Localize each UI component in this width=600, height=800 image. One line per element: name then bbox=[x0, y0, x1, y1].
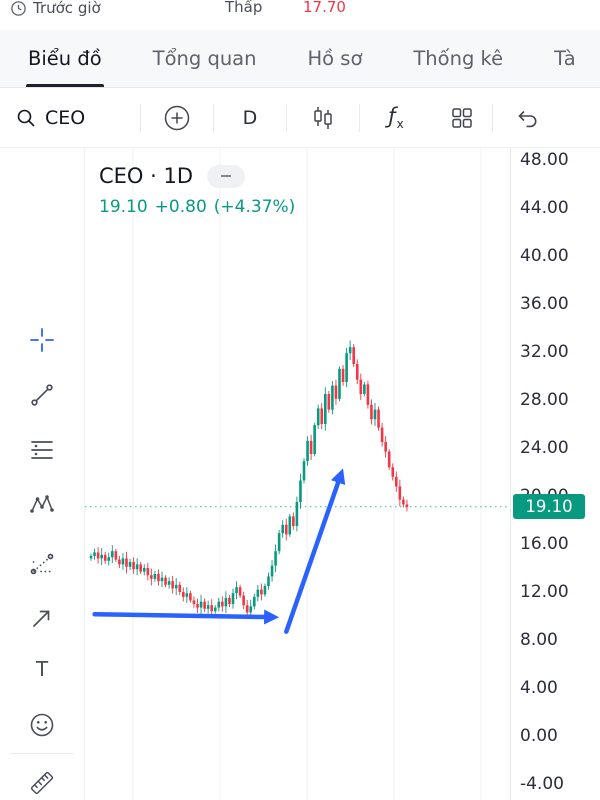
layout-button[interactable] bbox=[432, 88, 492, 147]
chart-toolbar: CEO D ƒx bbox=[0, 88, 600, 148]
legend-last-price: 19.10 bbox=[99, 197, 148, 217]
symbol-label: CEO bbox=[45, 106, 86, 129]
trend-line-tool-button[interactable] bbox=[27, 380, 57, 410]
price-tick: 24.00 bbox=[520, 438, 569, 458]
chart-plot-area: CEO · 1D 19.10 +0.80 (+4.37%) bbox=[85, 148, 510, 800]
legend-change: +0.80 bbox=[154, 197, 207, 217]
legend-price-row: 19.10 +0.80 (+4.37%) bbox=[99, 197, 295, 217]
candlestick-chart[interactable] bbox=[85, 148, 510, 800]
drawing-tools-sidebar: T bbox=[0, 148, 85, 800]
indicators-button[interactable]: ƒx bbox=[360, 88, 432, 147]
measure-ruler-icon bbox=[30, 771, 54, 795]
low-value: 17.70 bbox=[303, 0, 346, 16]
text-tool-icon: T bbox=[35, 657, 49, 681]
price-axis[interactable]: 19.10 48.00 44.00 40.00 36.00 32.00 28.00 24.0… bbox=[510, 148, 600, 800]
legend-symbol-interval[interactable]: CEO · 1D bbox=[99, 164, 194, 188]
crosshair-icon bbox=[30, 328, 54, 352]
forecast-icon bbox=[30, 553, 54, 575]
fib-retracement-icon bbox=[31, 441, 53, 459]
price-tick: 36.00 bbox=[520, 294, 569, 314]
toolbar-divider bbox=[492, 103, 493, 132]
toolbar-divider bbox=[286, 103, 287, 132]
last-price-badge: 19.10 bbox=[513, 494, 585, 520]
arrow-marker-icon bbox=[33, 610, 50, 627]
crosshair-tool-button[interactable] bbox=[27, 325, 57, 355]
compare-add-button[interactable] bbox=[141, 88, 213, 147]
session-label: Trước giờ bbox=[33, 0, 101, 17]
indicators-fx-icon: ƒx bbox=[388, 103, 404, 132]
price-tick: 40.00 bbox=[520, 246, 569, 266]
price-tick: 4.00 bbox=[520, 678, 558, 698]
toolbar-divider bbox=[213, 103, 214, 132]
minus-icon bbox=[221, 175, 232, 177]
premarket-session: Trước giờ bbox=[10, 0, 101, 17]
price-tick: -4.00 bbox=[520, 774, 564, 794]
tab-tà[interactable]: Tà bbox=[554, 47, 576, 70]
xabcd-pattern-icon bbox=[30, 495, 54, 513]
undo-button[interactable] bbox=[493, 88, 561, 147]
layout-grid-icon bbox=[452, 107, 472, 128]
legend-change-pct: (+4.37%) bbox=[213, 197, 296, 217]
measure-tool-button[interactable] bbox=[27, 768, 57, 798]
forecast-tool-button[interactable] bbox=[27, 548, 57, 578]
xabcd-pattern-tool-button[interactable] bbox=[27, 490, 57, 520]
add-circle-icon bbox=[164, 105, 190, 130]
top-status-bar: Trước giờ Thấp 17.70 bbox=[0, 0, 600, 30]
svg-text:T: T bbox=[35, 657, 49, 681]
price-tick: 32.00 bbox=[520, 342, 569, 362]
price-tick: 0.00 bbox=[520, 726, 558, 746]
trend-line-icon bbox=[31, 384, 53, 406]
tab-bar: Biểu đồ Tổng quan Hồ sơ Thống kê Tà bbox=[0, 30, 600, 88]
undo-icon bbox=[518, 110, 537, 127]
text-tool-button[interactable]: T bbox=[27, 654, 57, 684]
chart-style-button[interactable] bbox=[287, 88, 359, 147]
low-label: Thấp bbox=[225, 0, 263, 16]
emoji-icon bbox=[30, 713, 54, 737]
sidebar-divider bbox=[10, 753, 74, 754]
symbol-search-button[interactable]: CEO bbox=[0, 88, 140, 147]
tab-biểu-đồ[interactable]: Biểu đồ bbox=[26, 30, 104, 87]
price-tick: 48.00 bbox=[520, 150, 569, 170]
price-tick: 16.00 bbox=[520, 534, 569, 554]
price-tick: 44.00 bbox=[520, 198, 569, 218]
arrow-tool-button[interactable] bbox=[27, 603, 57, 633]
interval-button[interactable]: D bbox=[214, 88, 286, 147]
price-tick: 8.00 bbox=[520, 630, 558, 650]
candlestick-style-icon bbox=[314, 106, 332, 129]
chart-legend: CEO · 1D 19.10 +0.80 (+4.37%) bbox=[99, 164, 295, 217]
emoji-tool-button[interactable] bbox=[27, 710, 57, 740]
legend-collapse-button[interactable] bbox=[207, 164, 246, 188]
clock-icon bbox=[11, 0, 26, 16]
interval-label: D bbox=[242, 106, 258, 129]
tab-thống-kê[interactable]: Thống kê bbox=[413, 47, 504, 70]
tab-hồ-sơ[interactable]: Hồ sơ bbox=[307, 47, 363, 70]
price-tick: 28.00 bbox=[520, 390, 569, 410]
price-tick: 12.00 bbox=[520, 582, 569, 602]
search-icon bbox=[17, 109, 35, 127]
fib-retracement-tool-button[interactable] bbox=[27, 435, 57, 465]
toolbar-divider bbox=[359, 103, 360, 132]
tab-tổng-quan[interactable]: Tổng quan bbox=[152, 47, 257, 70]
toolbar-divider bbox=[140, 103, 141, 132]
